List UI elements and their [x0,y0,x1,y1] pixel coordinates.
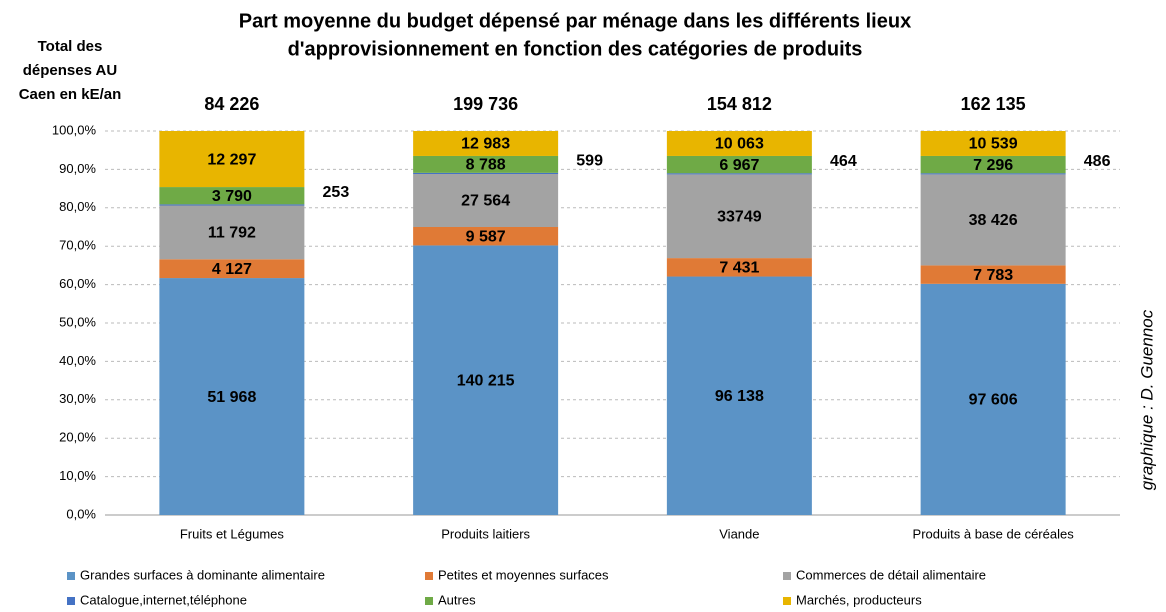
bar-segment [666,131,812,156]
value-label: 464 [830,153,857,170]
chart-title: d'approvisionnement en fonction des caté… [288,38,863,60]
legend-label: Autres [438,592,476,607]
value-label: 3 790 [212,188,252,205]
bar-segment [413,131,559,156]
x-tick-label: Produits laitiers [441,526,530,541]
bar-segment [413,172,559,175]
bar-segment [666,174,812,259]
value-label: 11 792 [208,225,256,242]
y-tick-label: 80,0% [59,199,96,214]
bar-segment [920,265,1066,284]
value-label: 38 426 [969,212,1018,229]
value-label: 10 539 [969,136,1018,153]
legend-swatch [67,597,75,605]
legend-swatch [67,572,75,580]
value-label: 253 [323,184,350,201]
y-tick-label: 90,0% [59,161,96,176]
legend-label: Catalogue,internet,téléphone [80,592,247,607]
y-tick-label: 10,0% [59,468,96,483]
total-label: 162 135 [961,94,1026,114]
bar-segment [159,131,305,188]
y-tick-label: 60,0% [59,276,96,291]
value-label: 599 [576,153,603,170]
totals-label: dépenses AU [23,62,117,79]
totals-label: Total des [38,38,103,55]
value-label: 12 297 [207,151,256,168]
value-label: 486 [1084,153,1111,170]
bar-segment [159,259,305,279]
value-label: 6 967 [719,157,759,174]
bar-segment [413,174,559,227]
bar-segment [413,155,559,173]
x-tick-label: Fruits et Légumes [180,526,285,541]
legend-label: Petites et moyennes surfaces [438,567,609,582]
bar-segment [159,204,305,206]
bar-segment [413,245,559,515]
legend-label: Marchés, producteurs [796,592,922,607]
bar-segment [413,227,559,246]
value-label: 10 063 [715,136,764,153]
bar-segment [159,205,305,260]
legend-label: Grandes surfaces à dominante alimentaire [80,567,325,582]
value-label: 7 431 [719,260,759,277]
bar-segment [666,276,812,515]
legend-swatch [783,572,791,580]
bar-segment [159,187,305,205]
value-label: 12 983 [461,136,510,153]
bar-segment [666,258,812,277]
legend-label: Commerces de détail alimentaire [796,567,986,582]
y-tick-label: 0,0% [66,506,96,521]
legend-swatch [783,597,791,605]
value-label: 27 564 [461,193,510,210]
x-tick-label: Viande [719,526,759,541]
y-tick-label: 40,0% [59,353,96,368]
value-label: 33749 [717,208,762,225]
total-label: 84 226 [204,94,259,114]
y-tick-label: 100,0% [52,122,97,137]
bar-segment [920,174,1066,266]
value-label: 97 606 [969,392,1018,409]
y-tick-label: 70,0% [59,238,96,253]
bar-segment [159,278,305,515]
bar-segment [920,155,1066,174]
value-label: 7 296 [973,157,1013,174]
x-tick-label: Produits à base de céréales [913,526,1075,541]
value-label: 140 215 [457,372,515,389]
bar-segment [920,283,1066,515]
value-label: 96 138 [715,388,764,405]
bar-segment [666,173,812,175]
y-tick-label: 50,0% [59,314,96,329]
value-label: 8 788 [466,157,506,174]
bar-segment [920,173,1066,175]
legend-swatch [425,572,433,580]
totals-label: Caen en kE/an [19,86,122,103]
y-tick-label: 30,0% [59,391,96,406]
total-label: 154 812 [707,94,772,114]
credit: graphique : D. Guennoc [1137,309,1156,490]
value-label: 4 127 [212,261,252,278]
bar-segment [666,155,812,174]
legend-swatch [425,597,433,605]
value-label: 7 783 [973,267,1013,284]
chart-title: Part moyenne du budget dépensé par ménag… [239,10,911,32]
value-label: 9 587 [466,228,506,245]
bar-segment [920,131,1066,156]
y-tick-label: 20,0% [59,430,96,445]
value-label: 51 968 [207,389,256,406]
total-label: 199 736 [453,94,518,114]
